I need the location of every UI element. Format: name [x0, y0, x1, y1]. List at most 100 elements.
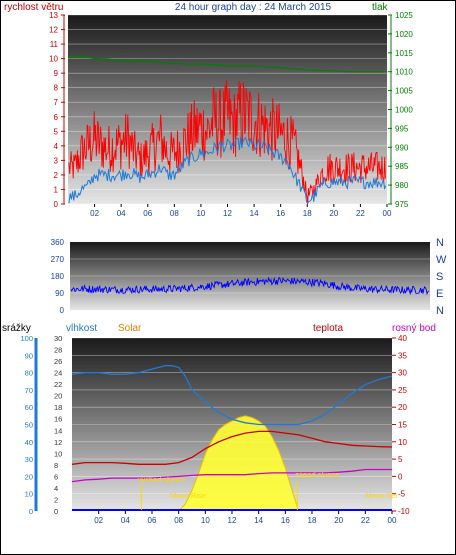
temperature-tick-label: -10 — [398, 507, 410, 516]
x-tick-label: 20 — [329, 209, 338, 218]
temperature-tick-label: 40 — [398, 334, 407, 343]
event-label: východ slunce — [138, 475, 186, 484]
x-tick-label: 20 — [334, 516, 343, 525]
wind-direction-line — [70, 276, 429, 296]
humidity-scale-tick-label: 6 — [54, 472, 58, 481]
temperature-humidity-solar-chart: srážky vlhkost Solar teplota rosný bod010203… — [2, 323, 436, 525]
x-tick-label: 08 — [174, 516, 183, 525]
rain-scale-tick-label: 50 — [25, 421, 33, 430]
solar-line — [178, 415, 300, 512]
humidity-scale-tick-label: 10 — [54, 449, 62, 458]
right-tick-label: 990 — [395, 143, 409, 152]
temperature-line — [71, 430, 393, 465]
x-tick-label: 02 — [94, 516, 103, 525]
humidity-scale-tick-label: 2 — [54, 495, 58, 504]
rain-scale-tick-label: 10 — [25, 490, 33, 499]
left-tick-label: 12 — [49, 26, 58, 35]
left-tick-label: 6 — [54, 113, 59, 122]
right-tick-label: 1000 — [395, 106, 413, 115]
left-tick-label: 8 — [54, 84, 59, 93]
rain-scale-tick-label: 100 — [20, 334, 33, 343]
right-tick-label: 1020 — [395, 30, 413, 39]
temperature-tick-label: 5 — [398, 455, 403, 464]
compass-label: S — [436, 271, 443, 283]
wind-speed-line — [68, 136, 387, 204]
left-tick-label: 270 — [51, 255, 65, 264]
event-label: západ slunce — [295, 470, 339, 479]
dewpoint-line — [71, 468, 392, 483]
left-tick-label: 360 — [51, 238, 65, 247]
left-tick-label: 0 — [54, 200, 59, 209]
x-tick-label: 12 — [228, 516, 237, 525]
x-tick-label: 06 — [143, 209, 152, 218]
rain-scale-tick-label: 40 — [25, 438, 33, 447]
temperature-tick-label: 35 — [398, 351, 407, 360]
x-tick-label: 16 — [281, 516, 290, 525]
rain-scale-tick-label: 80 — [25, 369, 33, 378]
event-label: Moon Rise — [170, 491, 206, 500]
x-tick-label: 14 — [250, 209, 259, 218]
x-tick-label: 08 — [170, 209, 179, 218]
humidity-scale-tick-label: 14 — [54, 426, 62, 435]
humidity-scale-tick-label: 22 — [54, 380, 62, 389]
right-tick-label: 995 — [395, 124, 409, 133]
left-tick-label: 13 — [49, 11, 58, 20]
compass-label: W — [436, 254, 447, 266]
humidity-scale-tick-label: 16 — [54, 415, 62, 424]
pressure-line — [68, 56, 387, 73]
x-tick-label: 04 — [117, 209, 126, 218]
temperature-tick-label: 10 — [398, 438, 407, 447]
left-axis-title: rychlost větru — [4, 2, 63, 13]
x-tick-label: 22 — [361, 516, 370, 525]
rain-scale-tick-label: 90 — [25, 351, 33, 360]
humidity-scale-tick-label: 24 — [54, 369, 62, 378]
legend-label: teplota — [313, 323, 343, 334]
wind-pressure-chart: rychlost větru 24 hour graph day : 24 Mar… — [4, 2, 413, 218]
right-tick-label: 1005 — [395, 87, 413, 96]
right-axis-title: tlak — [372, 2, 389, 13]
humidity-scale-tick-label: 0 — [54, 507, 58, 516]
x-tick-label: 00 — [388, 516, 397, 525]
legend-label: srážky — [2, 323, 31, 334]
left-tick-label: 5 — [54, 127, 59, 136]
x-tick-label: 10 — [201, 516, 210, 525]
x-tick-label: 22 — [356, 209, 365, 218]
x-tick-label: 18 — [308, 516, 317, 525]
left-tick-label: 11 — [50, 40, 59, 49]
left-tick-label: 4 — [54, 142, 59, 151]
temperature-tick-label: 25 — [398, 386, 407, 395]
x-tick-label: 02 — [90, 209, 99, 218]
x-tick-label: 14 — [254, 516, 263, 525]
right-tick-label: 975 — [395, 200, 409, 209]
temperature-tick-label: -5 — [398, 490, 406, 499]
x-tick-label: 04 — [121, 516, 130, 525]
left-tick-label: 0 — [60, 306, 65, 315]
right-tick-label: 985 — [395, 162, 409, 171]
left-tick-label: 90 — [55, 289, 64, 298]
x-tick-label: 12 — [223, 209, 232, 218]
humidity-scale-tick-label: 28 — [54, 346, 62, 355]
chart-title: 24 hour graph day : 24 March 2015 — [175, 2, 332, 13]
humidity-scale-tick-label: 30 — [54, 334, 62, 343]
solar-area — [178, 415, 299, 511]
temperature-tick-label: 15 — [398, 421, 407, 430]
humidity-line — [71, 365, 393, 426]
compass-label: N — [436, 305, 444, 317]
left-tick-label: 180 — [51, 272, 65, 281]
left-tick-label: 1 — [54, 185, 59, 194]
left-tick-label: 7 — [54, 98, 59, 107]
humidity-scale-tick-label: 12 — [54, 438, 62, 447]
humidity-scale-tick-label: 20 — [54, 392, 62, 401]
rain-scale-tick-label: 60 — [25, 403, 33, 412]
left-tick-label: 3 — [54, 156, 59, 165]
x-tick-label: 06 — [148, 516, 157, 525]
temperature-tick-label: 30 — [398, 369, 407, 378]
right-tick-label: 980 — [395, 181, 409, 190]
wind-gust-line — [68, 79, 386, 205]
left-tick-label: 10 — [49, 55, 58, 64]
event-label: Moon Set — [365, 491, 398, 500]
rain-scale-tick-label: 70 — [25, 386, 33, 395]
